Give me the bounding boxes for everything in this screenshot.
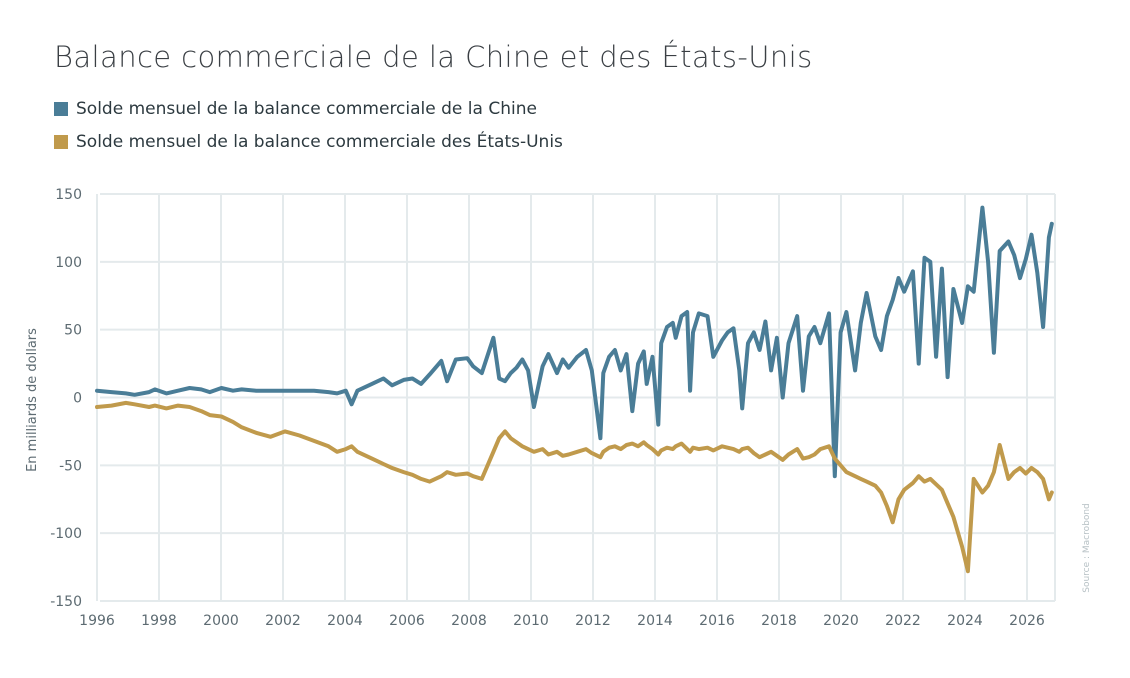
source-note: Source : Macrobond	[1082, 503, 1092, 593]
y-tick-label: 50	[64, 323, 82, 339]
x-tick-label: 2000	[203, 613, 239, 629]
x-tick-label: 2024	[947, 613, 983, 629]
x-tick-label: 2016	[699, 613, 735, 629]
x-tick-label: 2010	[513, 613, 549, 629]
y-tick-label: 0	[73, 391, 82, 407]
x-tick-label: 2002	[265, 613, 301, 629]
y-tick-label: -100	[50, 526, 82, 542]
x-tick-label: 2014	[637, 613, 673, 629]
x-tick-label: 2018	[761, 613, 797, 629]
chart-series	[95, 205, 1054, 574]
y-tick-label: -150	[50, 594, 82, 610]
y-tick-label: -50	[59, 458, 82, 474]
x-tick-label: 1998	[141, 613, 177, 629]
legend-swatch-china	[54, 102, 68, 116]
chart-grid	[96, 193, 1056, 602]
x-tick-label: 2026	[1009, 613, 1045, 629]
x-tick-label: 2020	[823, 613, 859, 629]
x-tick-label: 2012	[575, 613, 611, 629]
x-tick-label: 2022	[885, 613, 921, 629]
legend-item-china: Solde mensuel de la balance commerciale …	[54, 99, 537, 119]
legend-item-usa: Solde mensuel de la balance commerciale …	[54, 132, 563, 152]
x-tick-label: 2006	[389, 613, 425, 629]
y-axis-title: En milliards de dollars	[25, 328, 40, 472]
x-tick-label: 2004	[327, 613, 363, 629]
y-tick-label: 150	[55, 187, 82, 203]
china-series-line	[95, 205, 1054, 479]
y-tick-label: 100	[55, 255, 82, 271]
x-tick-label: 2008	[451, 613, 487, 629]
legend-label-china: Solde mensuel de la balance commerciale …	[76, 99, 537, 119]
chart-title: Balance commerciale de la Chine et des É…	[54, 40, 813, 74]
legend-swatch-usa	[54, 135, 68, 149]
usa-series-line	[95, 400, 1054, 574]
chart-ticks: 150 100 50 0 -50 -100 -150 1996 1998 2000 2002 2004…	[50, 187, 1045, 629]
x-tick-label: 1996	[79, 613, 115, 629]
legend-label-usa: Solde mensuel de la balance commerciale …	[76, 132, 563, 152]
